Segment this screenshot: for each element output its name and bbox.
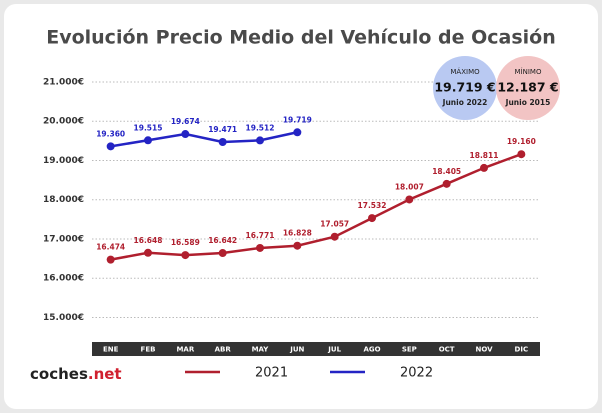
x-tick-label: FEB	[141, 346, 156, 354]
data-label: 16.589	[171, 238, 200, 247]
logo-suffix: .net	[88, 365, 122, 383]
badge-date: Junio 2022	[442, 98, 488, 107]
chart-title: Evolución Precio Medio del Vehículo de O…	[46, 27, 556, 49]
y-tick-label: 18.000€	[43, 195, 84, 205]
x-tick-label: DIC	[515, 346, 529, 354]
y-tick-label: 21.000€	[43, 78, 84, 88]
data-label: 18.007	[395, 182, 424, 191]
data-label: 19.512	[246, 123, 275, 132]
data-point	[480, 163, 488, 172]
logo-main: coches	[30, 365, 88, 383]
data-point	[442, 179, 451, 188]
y-tick-label: 19.000€	[43, 156, 84, 166]
legend-label: 2022	[400, 366, 433, 381]
series-line	[110, 131, 298, 148]
badge	[496, 56, 560, 120]
data-point	[181, 130, 190, 139]
data-point	[106, 142, 115, 151]
data-label: 19.471	[208, 125, 237, 134]
data-point	[330, 232, 339, 241]
data-label: 16.828	[283, 229, 312, 238]
data-label: 16.642	[208, 236, 237, 245]
data-label: 19.719	[283, 115, 312, 124]
series-line	[110, 153, 522, 261]
data-point	[517, 150, 526, 159]
x-tick-label: AGO	[363, 346, 380, 354]
data-point	[144, 136, 152, 145]
data-label: 19.360	[96, 129, 125, 138]
data-label: 19.515	[134, 123, 163, 132]
x-tick-label: SEP	[402, 346, 417, 354]
x-tick-label: MAY	[252, 346, 270, 354]
badge-amount: 12.187 €	[497, 80, 558, 95]
data-point	[368, 214, 376, 223]
data-label: 19.674	[171, 117, 200, 126]
y-tick-label: 15.000€	[43, 313, 84, 323]
x-tick-label: ENE	[103, 346, 119, 354]
data-point	[405, 195, 414, 204]
x-tick-label: ABR	[215, 346, 232, 354]
data-point	[181, 251, 190, 260]
legend-label: 2021	[255, 366, 288, 381]
data-label: 18.811	[470, 151, 499, 160]
x-tick-label: JUL	[327, 346, 341, 354]
x-tick-label: JUN	[289, 346, 304, 354]
badge	[433, 56, 497, 120]
data-label: 18.405	[432, 167, 461, 176]
data-point	[106, 255, 115, 264]
data-point	[293, 128, 302, 137]
x-tick-label: OCT	[439, 346, 455, 354]
data-label: 17.057	[320, 220, 349, 229]
data-point	[256, 136, 264, 145]
data-label: 19.160	[507, 137, 536, 146]
logo: coches.net	[30, 365, 122, 383]
data-label: 16.648	[134, 236, 163, 245]
data-label: 16.771	[246, 231, 275, 240]
badge-heading: MÁXIMO	[450, 67, 480, 76]
x-axis-band	[92, 342, 540, 356]
data-label: 17.532	[358, 201, 387, 210]
badge-date: Junio 2015	[505, 98, 551, 107]
data-label: 16.474	[96, 243, 125, 252]
badge-heading: MÍNIMO	[515, 67, 542, 76]
x-tick-label: NOV	[475, 346, 493, 354]
data-point	[144, 248, 152, 257]
badge-amount: 19.719 €	[434, 80, 495, 95]
y-tick-label: 20.000€	[43, 117, 84, 127]
data-point	[256, 243, 264, 252]
data-point	[218, 249, 227, 258]
data-point	[218, 138, 227, 147]
data-point	[293, 241, 302, 250]
y-tick-label: 16.000€	[43, 274, 84, 284]
y-tick-label: 17.000€	[43, 234, 84, 244]
x-tick-label: MAR	[176, 346, 194, 354]
